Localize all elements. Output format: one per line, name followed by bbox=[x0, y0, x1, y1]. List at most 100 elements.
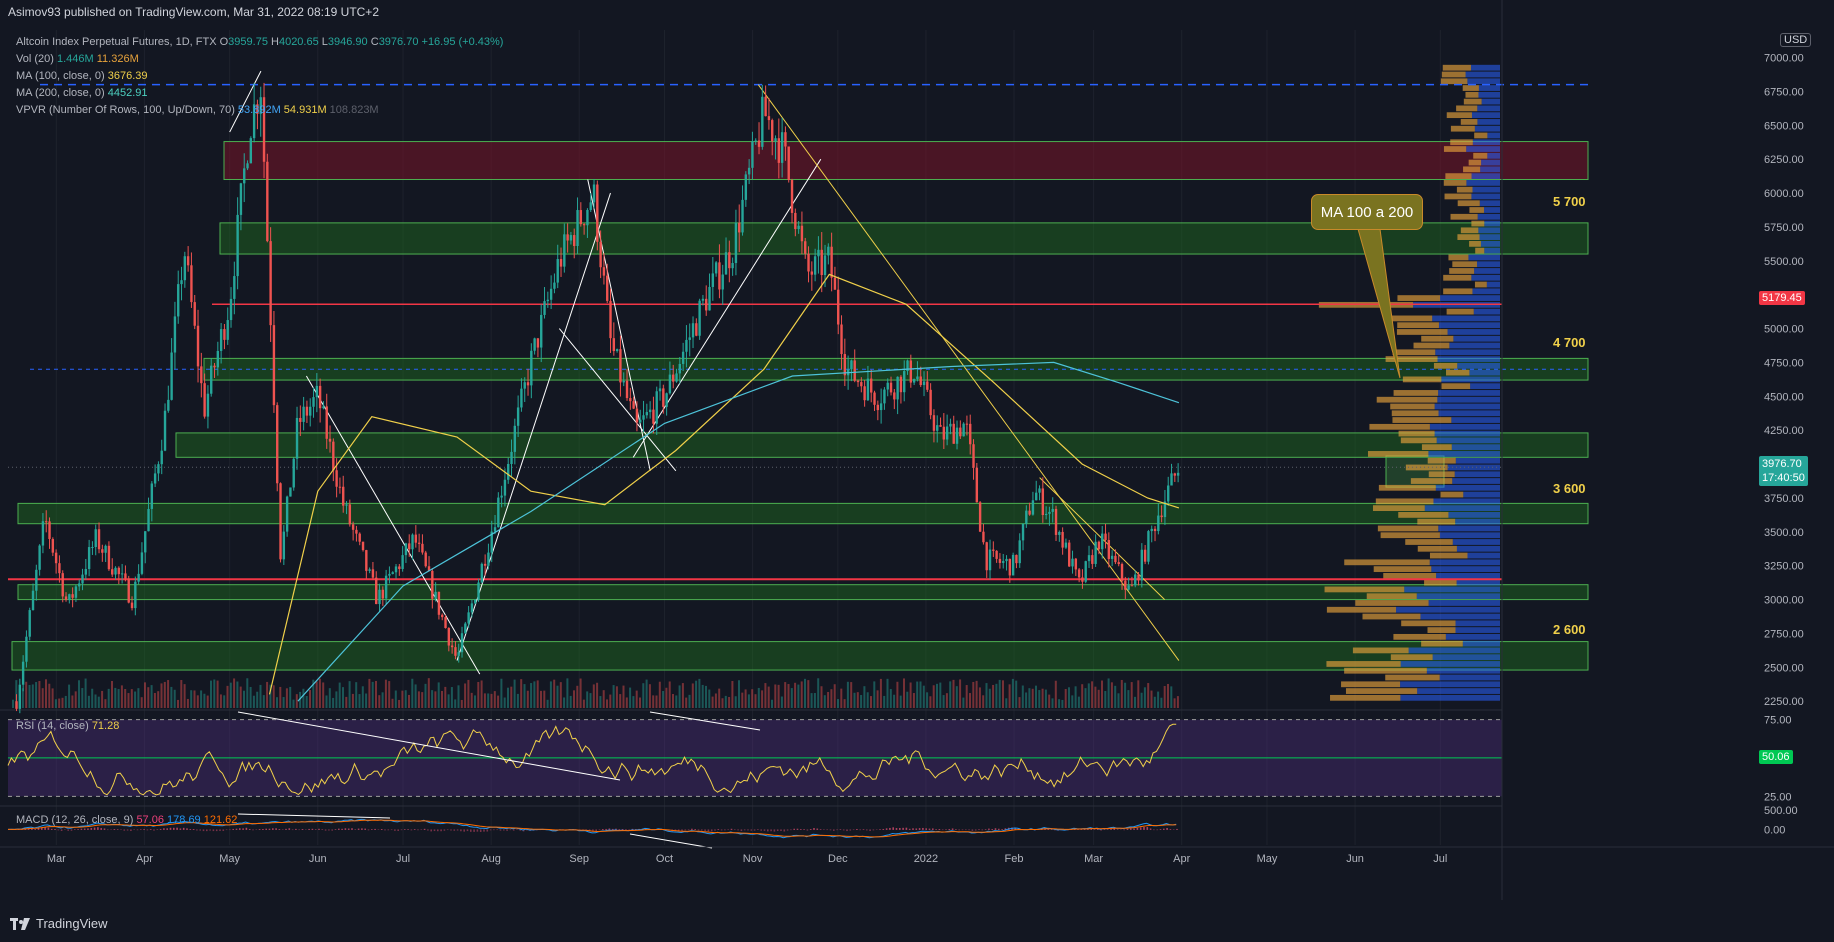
vpvr-down-bar bbox=[1392, 349, 1436, 356]
vpvr-up-bar bbox=[1477, 119, 1500, 125]
macd-histogram-bar bbox=[354, 829, 357, 830]
vpvr-up-bar bbox=[1435, 484, 1500, 491]
volume-bar bbox=[533, 681, 536, 708]
candle-body bbox=[648, 409, 652, 413]
vpvr-down-bar bbox=[1326, 606, 1397, 613]
volume-bar bbox=[1028, 688, 1031, 708]
candle-body bbox=[975, 467, 979, 503]
candle-body bbox=[675, 373, 678, 382]
macd-histogram-bar bbox=[1176, 828, 1178, 830]
legend-row-volume[interactable]: Vol (20) 1.446M 11.326M bbox=[16, 51, 503, 68]
vpvr-total-value: 108.823M bbox=[329, 104, 379, 116]
volume-bar bbox=[652, 695, 655, 708]
macd-label: MACD (12, 26, close, 9) bbox=[16, 814, 134, 826]
macd-histogram-bar bbox=[417, 829, 419, 831]
macd-histogram-bar bbox=[988, 828, 990, 830]
macd-histogram-bar bbox=[727, 829, 729, 831]
macd-histogram-bar bbox=[202, 829, 205, 832]
candle-body bbox=[1002, 561, 1005, 563]
ma-callout-box[interactable]: MA 100 a 200 bbox=[1311, 194, 1423, 230]
legend-row-ma200[interactable]: MA (200, close, 0) 4452.91 bbox=[16, 85, 503, 102]
macd-histogram-bar bbox=[1004, 828, 1007, 830]
vpvr-up-bar bbox=[1483, 207, 1500, 213]
volume-bar bbox=[94, 694, 97, 708]
price-tick-label: 6000.00 bbox=[1764, 188, 1804, 200]
date-tick-label: Oct bbox=[656, 853, 673, 865]
volume-bar bbox=[672, 693, 674, 708]
candle-body bbox=[25, 636, 28, 662]
volume-bar bbox=[375, 680, 377, 708]
volume-bar bbox=[348, 681, 351, 708]
tradingview-footer[interactable]: TradingView bbox=[10, 916, 108, 931]
volume-bar bbox=[1011, 678, 1014, 708]
macd-histogram-bar bbox=[800, 829, 802, 830]
tradingview-logo-icon bbox=[10, 917, 30, 930]
legend-row-instrument[interactable]: Altcoin Index Perpetual Futures, 1D, FTX… bbox=[16, 34, 503, 51]
candle-body bbox=[503, 479, 507, 496]
macd-histogram-bar bbox=[899, 828, 901, 830]
vpvr-up-bar bbox=[1455, 457, 1500, 464]
candle-body bbox=[170, 352, 173, 400]
candle-body bbox=[54, 552, 58, 564]
candle-body bbox=[942, 426, 946, 440]
macd-legend[interactable]: MACD (12, 26, close, 9) 57.06 178.69 121… bbox=[16, 814, 237, 826]
legend-row-vpvr[interactable]: VPVR (Number Of Rows, 100, Up/Down, 70) … bbox=[16, 102, 503, 119]
macd-histogram-bar bbox=[499, 829, 502, 831]
candle-body bbox=[266, 161, 269, 242]
volume-bar bbox=[236, 681, 239, 708]
candle-body bbox=[120, 573, 124, 575]
candle-body bbox=[153, 473, 157, 484]
candle-body bbox=[662, 388, 665, 407]
candle-body bbox=[988, 549, 992, 571]
candle-body bbox=[1021, 523, 1025, 541]
volume-bar bbox=[328, 688, 331, 708]
candle-body bbox=[678, 363, 682, 374]
macd-histogram-bar bbox=[146, 829, 149, 831]
candle-body bbox=[87, 547, 91, 570]
macd-histogram-bar bbox=[126, 829, 129, 831]
vpvr-down-bar bbox=[1372, 505, 1425, 512]
legend-row-ma100[interactable]: MA (100, close, 0) 3676.39 bbox=[16, 68, 503, 85]
candle-body bbox=[645, 412, 649, 416]
volume-bar bbox=[823, 695, 826, 708]
macd-histogram-bar bbox=[410, 829, 413, 831]
candle-body bbox=[1025, 510, 1028, 524]
candle-body bbox=[665, 393, 668, 407]
date-tick-label: Jul bbox=[396, 853, 410, 865]
red-zone bbox=[223, 141, 1589, 181]
macd-histogram-bar bbox=[113, 829, 116, 830]
volume-bar bbox=[388, 681, 391, 708]
ohlc-h-label: H bbox=[271, 36, 279, 48]
vpvr-up-bar bbox=[1468, 254, 1500, 261]
volume-bar bbox=[54, 699, 57, 708]
currency-button[interactable]: USD bbox=[1780, 33, 1812, 47]
volume-bar bbox=[153, 692, 156, 708]
macd-histogram-bar bbox=[991, 829, 993, 830]
candle-body bbox=[629, 398, 632, 402]
candle-body bbox=[513, 425, 517, 452]
vpvr-down-bar bbox=[1452, 261, 1478, 268]
macd-histogram-bar bbox=[235, 828, 238, 830]
volume-bar bbox=[401, 690, 404, 708]
date-tick-label: Jul bbox=[1433, 853, 1447, 865]
volume-bar bbox=[586, 691, 589, 708]
candle-body bbox=[807, 253, 810, 272]
vpvr-down-bar bbox=[1449, 268, 1475, 274]
candle-body bbox=[837, 289, 840, 325]
volume-bar bbox=[183, 684, 186, 708]
vpvr-down-bar bbox=[1413, 342, 1450, 349]
date-tick-label: Jun bbox=[309, 853, 327, 865]
candle-body bbox=[820, 249, 823, 276]
rsi-legend[interactable]: RSI (14, close) 71.28 bbox=[16, 720, 119, 732]
macd-histogram-bar bbox=[423, 828, 426, 830]
volume-bar bbox=[1143, 687, 1146, 708]
candle-body bbox=[411, 534, 414, 550]
macd-histogram-bar bbox=[433, 829, 436, 832]
volume-bar bbox=[259, 684, 262, 708]
candle-body bbox=[101, 549, 104, 553]
vpvr-up-bar bbox=[1455, 627, 1500, 633]
macd-trendline bbox=[629, 833, 713, 849]
volume-bar bbox=[919, 681, 922, 708]
volume-bar bbox=[807, 680, 810, 708]
